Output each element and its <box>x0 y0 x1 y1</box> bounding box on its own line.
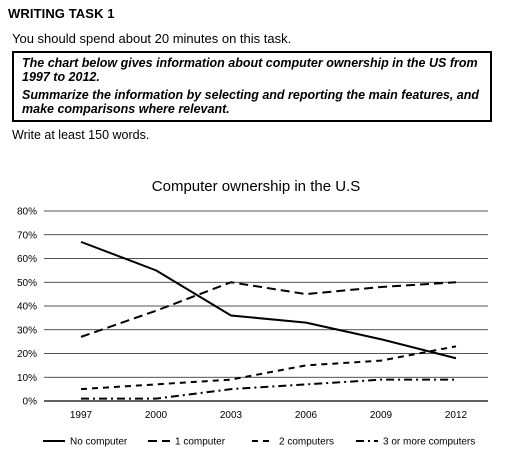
y-tick-label: 70% <box>17 230 37 241</box>
y-tick-label: 20% <box>17 349 37 360</box>
task-prompt-box: The chart below gives information about … <box>12 51 492 122</box>
y-axis-ticks: 0% 10% 20% 30% 40% 50% 60% 70% 80% <box>17 207 37 408</box>
task-prompt-description: The chart below gives information about … <box>22 56 478 84</box>
x-tick-label: 2000 <box>145 410 168 421</box>
task-prompt-directive: Summarize the information by selecting a… <box>22 88 480 116</box>
y-tick-label: 0% <box>23 397 38 408</box>
x-tick-label: 2006 <box>295 410 318 421</box>
x-tick-label: 2009 <box>370 410 393 421</box>
series-line <box>80 345 457 391</box>
word-limit: Write at least 150 words. <box>12 128 150 142</box>
x-tick-label: 2012 <box>445 410 468 421</box>
chart-title: Computer ownership in the U.S <box>151 178 361 195</box>
y-tick-label: 30% <box>17 325 37 336</box>
chart-gridlines <box>44 210 488 402</box>
chart-series <box>80 240 457 400</box>
y-tick-label: 40% <box>17 302 37 313</box>
task-header: WRITING TASK 1 <box>8 6 115 21</box>
legend-label: 1 computer <box>175 437 226 448</box>
series-line <box>80 281 457 338</box>
series-line <box>81 378 456 400</box>
chart-legend: No computer 1 computer 2 computers 3 or mor… <box>43 437 475 448</box>
y-tick-label: 60% <box>17 254 37 265</box>
legend-label: No computer <box>70 437 128 448</box>
x-tick-label: 2003 <box>220 410 243 421</box>
legend-label: 2 computers <box>279 437 334 448</box>
series-line <box>80 240 457 360</box>
task-instruction: You should spend about 20 minutes on thi… <box>12 31 292 46</box>
x-axis-ticks: 1997 2000 2003 2006 2009 2012 <box>70 410 468 421</box>
legend-label: 3 or more computers <box>383 437 475 448</box>
y-tick-label: 80% <box>17 207 37 218</box>
y-tick-label: 50% <box>17 278 37 289</box>
y-tick-label: 10% <box>17 373 37 384</box>
x-tick-label: 1997 <box>70 410 93 421</box>
